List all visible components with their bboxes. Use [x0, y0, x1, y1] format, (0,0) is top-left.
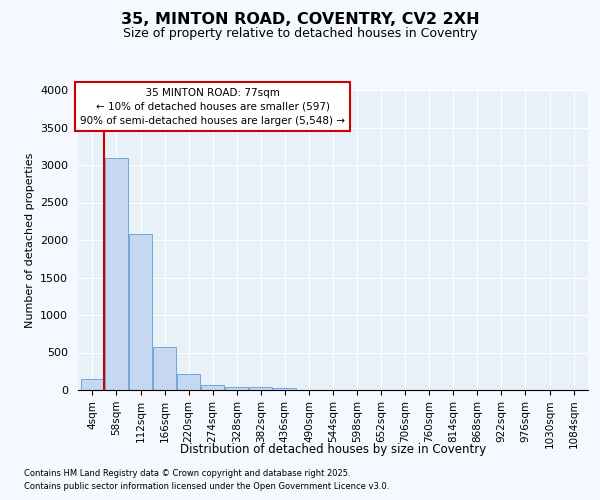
Text: Contains public sector information licensed under the Open Government Licence v3: Contains public sector information licen…: [24, 482, 389, 491]
Text: Contains HM Land Registry data © Crown copyright and database right 2025.: Contains HM Land Registry data © Crown c…: [24, 468, 350, 477]
Bar: [177, 374, 200, 390]
Text: 35 MINTON ROAD: 77sqm  
← 10% of detached houses are smaller (597)
90% of semi-d: 35 MINTON ROAD: 77sqm ← 10% of detached …: [80, 88, 345, 126]
Bar: [250, 388, 272, 390]
Text: 35, MINTON ROAD, COVENTRY, CV2 2XH: 35, MINTON ROAD, COVENTRY, CV2 2XH: [121, 12, 479, 28]
Bar: [105, 158, 128, 390]
Text: Distribution of detached houses by size in Coventry: Distribution of detached houses by size …: [180, 442, 486, 456]
Y-axis label: Number of detached properties: Number of detached properties: [25, 152, 35, 328]
Bar: [274, 388, 296, 390]
Bar: [226, 386, 248, 390]
Text: Size of property relative to detached houses in Coventry: Size of property relative to detached ho…: [123, 28, 477, 40]
Bar: [129, 234, 152, 390]
Bar: [81, 379, 104, 390]
Bar: [201, 385, 224, 390]
Bar: [153, 347, 176, 390]
